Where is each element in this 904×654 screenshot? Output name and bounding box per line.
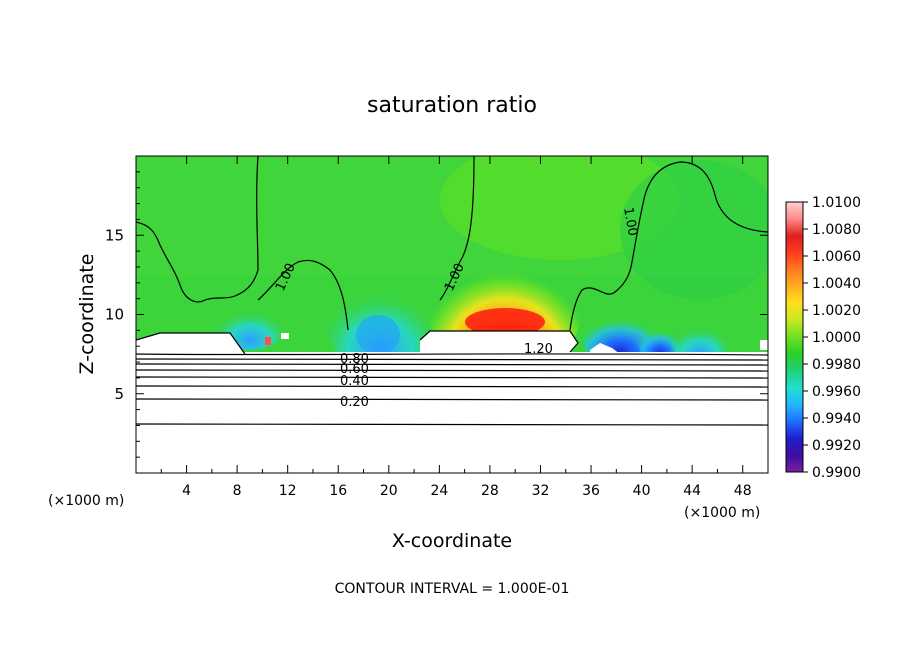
y-tick-label: 15	[105, 226, 124, 244]
x-tick-label: 4	[182, 483, 191, 499]
colorbar-ticks: 1.0100 1.0080 1.0060 1.0040 1.0020 1.0000 0.99…	[803, 195, 861, 481]
contour-line	[136, 156, 259, 303]
x-tick-label: 16	[329, 483, 347, 499]
colorbar-label: 0.9920	[812, 438, 861, 454]
contour-line	[136, 423, 768, 426]
x-axis-ticks: 4 8 12 16 20 24 28 32 36 40 44 48	[160, 156, 752, 499]
cool-region-left-core	[356, 315, 400, 355]
field-patch	[620, 160, 768, 300]
colorbar-label: 0.9980	[812, 357, 861, 373]
white-region-left	[136, 333, 245, 354]
contour-label: 0.20	[340, 395, 369, 410]
x-tick-label: 36	[582, 483, 600, 499]
contour-line	[136, 353, 768, 356]
colorbar-label: 1.0020	[812, 303, 861, 319]
contour-line	[439, 156, 475, 301]
contour-line	[136, 363, 768, 366]
colorbar-label: 0.9900	[812, 465, 861, 481]
contour-line	[419, 330, 579, 353]
x-tick-label: 48	[734, 483, 752, 499]
contour-line	[136, 332, 246, 355]
contour-label: 0.80	[340, 352, 369, 367]
colorbar-label: 1.0040	[812, 276, 861, 292]
speck	[281, 333, 289, 339]
contour-interval-note: CONTOUR INTERVAL = 1.000E-01	[335, 581, 570, 597]
colorbar-label: 0.9940	[812, 411, 861, 427]
contour-label: 0.40	[340, 374, 369, 389]
contour-label: 1.20	[524, 342, 553, 357]
x-tick-label: 32	[532, 483, 550, 499]
lower-white-zone	[136, 352, 768, 473]
y-axis-label: Z-coordinate	[76, 254, 98, 375]
colorbar: 1.0100 1.0080 1.0060 1.0040 1.0020 1.0000 0.99…	[785, 195, 861, 481]
colorbar-bar	[785, 201, 804, 473]
x-tick-label: 40	[633, 483, 651, 499]
contour-line	[136, 376, 768, 379]
colorbar-label: 1.0000	[812, 330, 861, 346]
contour-line	[569, 161, 768, 331]
contour-label: 1.00	[620, 206, 640, 237]
colorbar-label: 1.0060	[812, 249, 861, 265]
contour-line	[257, 259, 349, 331]
x-axis-label: X-coordinate	[392, 530, 512, 552]
contour-lines	[136, 156, 768, 426]
white-region-center	[420, 331, 578, 354]
x-tick-label: 24	[430, 483, 448, 499]
x-tick-label: 12	[279, 483, 297, 499]
contour-label: 0.60	[340, 362, 369, 377]
x-axis-unit-right: (×1000 m)	[684, 505, 760, 521]
colorbar-label: 1.0080	[812, 222, 861, 238]
y-tick-label: 10	[105, 306, 124, 324]
colorbar-label: 0.9960	[812, 384, 861, 400]
x-tick-label: 44	[683, 483, 701, 499]
heatmap-field	[136, 156, 768, 473]
speck	[760, 340, 768, 350]
x-axis-unit-left: (×1000 m)	[48, 493, 124, 509]
x-tick-label: 8	[233, 483, 242, 499]
warm-plume-core	[465, 308, 545, 336]
contour-line	[136, 358, 768, 361]
y-tick-label: 5	[114, 385, 124, 403]
chart-title: saturation ratio	[367, 93, 537, 118]
contour-line	[136, 398, 768, 401]
speck	[265, 337, 271, 345]
colorbar-label: 1.0100	[812, 195, 861, 211]
contour-line	[136, 369, 768, 372]
x-tick-label: 28	[481, 483, 499, 499]
y-axis-ticks: 5 10 15	[105, 171, 768, 458]
contour-line	[136, 385, 768, 388]
cool-region-right3	[670, 318, 730, 362]
x-tick-label: 20	[380, 483, 398, 499]
